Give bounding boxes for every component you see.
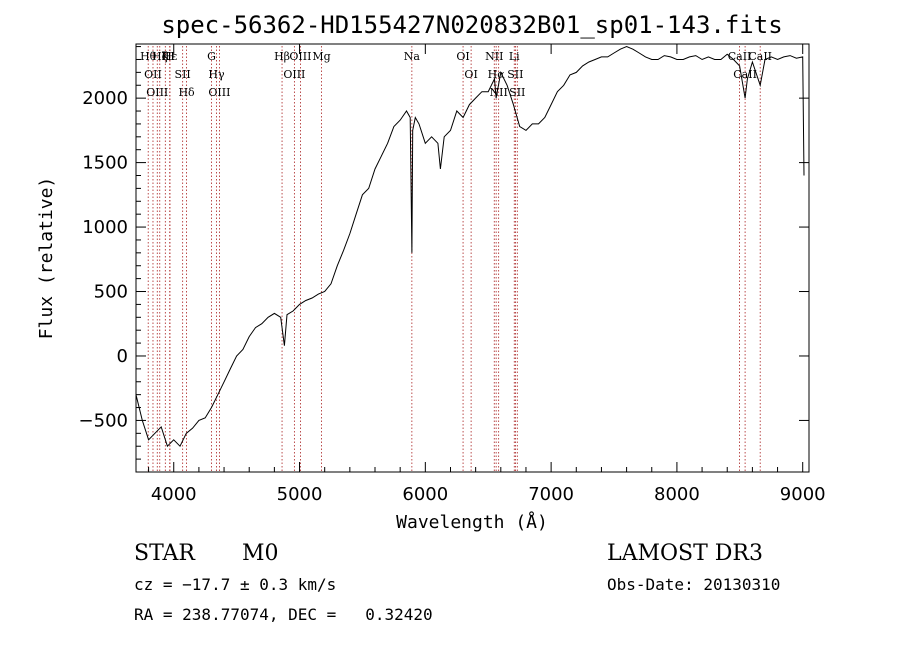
x-tick-label: 7000	[528, 484, 574, 505]
line-marker-label: Hγ	[208, 68, 225, 81]
line-markers	[147, 46, 761, 472]
x-tick-label: 6000	[402, 484, 448, 505]
y-tick-label: 1500	[82, 153, 128, 174]
line-marker-label: Li	[509, 50, 520, 63]
line-marker-label: OI	[456, 50, 469, 63]
survey-name: LAMOST DR3	[607, 541, 763, 566]
y-tick-label: 500	[94, 282, 128, 303]
line-marker-label: CaII	[733, 68, 757, 81]
line-marker-label: NII	[485, 50, 503, 63]
plot-frame	[135, 43, 810, 473]
x-tick-label: 4000	[151, 484, 197, 505]
chart-title: spec-56362-HD155427N020832B01_sp01-143.f…	[161, 11, 782, 39]
observation-date: Obs-Date: 20130310	[607, 575, 780, 594]
spectrum-line	[135, 46, 805, 448]
x-tick-label: 8000	[654, 484, 700, 505]
ra-dec-coordinates: RA = 238.77074, DEC = 0.32420	[134, 605, 433, 624]
y-axis-label: Flux (relative)	[36, 177, 57, 340]
y-tick-label: −500	[79, 410, 128, 431]
line-marker-label: Mg	[312, 50, 330, 63]
line-marker-label: Hθ	[140, 50, 157, 63]
line-marker-label: K	[161, 50, 170, 63]
line-marker-label: SII	[507, 68, 523, 81]
x-axis-label: Wavelength (Å)	[396, 511, 548, 533]
line-marker-label: SII	[175, 68, 191, 81]
line-marker-label: NII	[490, 86, 508, 99]
line-marker-label: H	[165, 50, 175, 63]
line-marker-label: OIII	[283, 68, 305, 81]
x-axis: 4000 5000 6000 7000 8000 9000	[148, 44, 826, 505]
line-marker-label: SII	[509, 86, 525, 99]
line-marker-label: CaII	[748, 50, 772, 63]
y-tick-label: 0	[117, 346, 128, 367]
line-marker-label: Na	[404, 50, 421, 63]
line-marker-label: OIII	[289, 50, 311, 63]
line-marker-label: Hδ	[178, 86, 195, 99]
object-subclass: M0	[242, 541, 279, 566]
redshift-cz: cz = −17.7 ± 0.3 km/s	[134, 575, 336, 594]
y-axis: −500 0 500 1000 1500 2000	[79, 46, 809, 460]
line-marker-label: OIII	[208, 86, 230, 99]
line-marker-label: OIII	[146, 86, 168, 99]
line-marker-label: G	[207, 50, 216, 63]
y-tick-label: 2000	[82, 88, 128, 109]
line-marker-label: Hβ	[274, 50, 290, 63]
y-tick-label: 1000	[82, 217, 128, 238]
line-marker-label: OI	[464, 68, 477, 81]
object-class: STAR	[134, 541, 196, 566]
x-tick-label: 9000	[780, 484, 826, 505]
x-tick-label: 5000	[277, 484, 323, 505]
line-marker-label: OII	[144, 68, 162, 81]
line-marker-label: Hζ	[152, 50, 168, 63]
line-marker-label: Hα	[488, 68, 506, 81]
